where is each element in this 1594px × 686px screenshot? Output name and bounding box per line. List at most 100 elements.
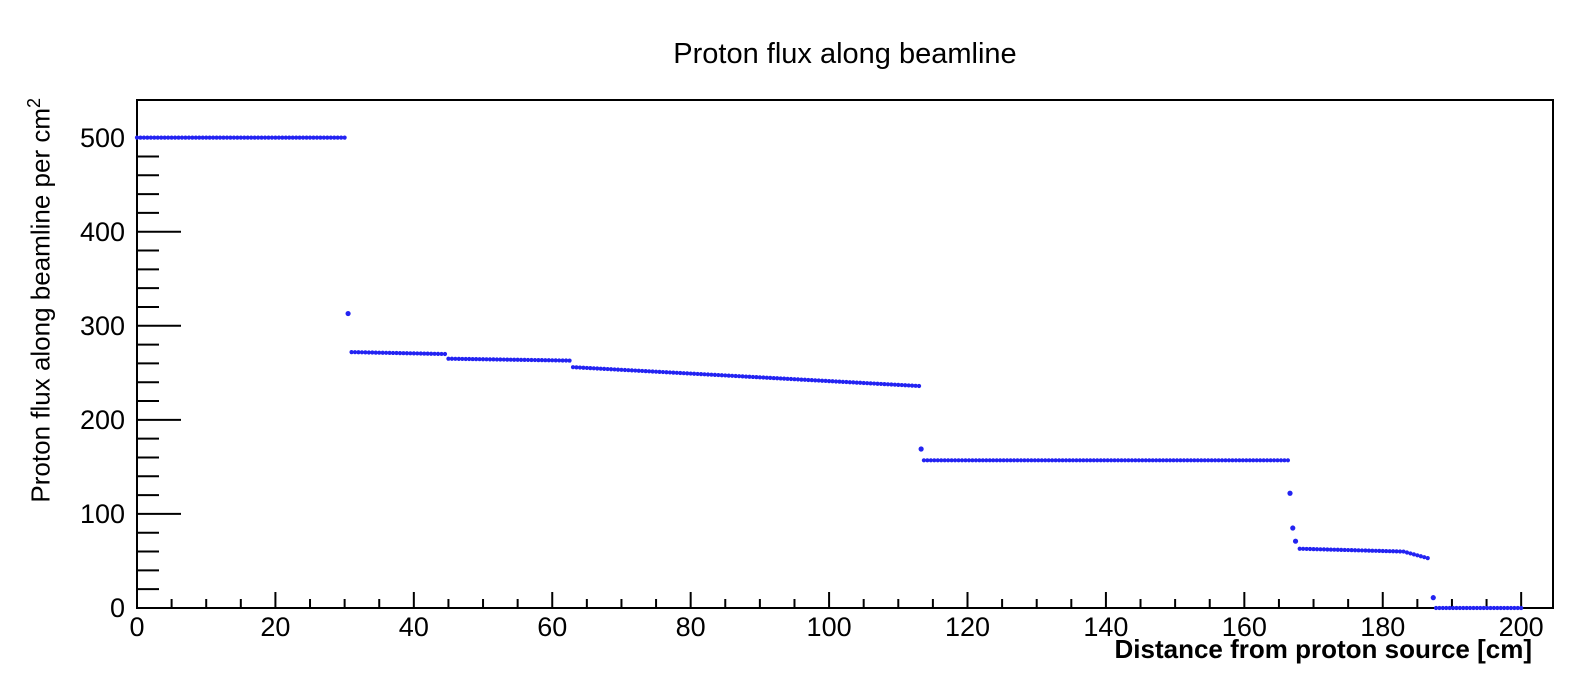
- data-point: [1195, 458, 1200, 463]
- data-point: [290, 135, 295, 140]
- data-point: [453, 356, 458, 361]
- data-point: [1485, 605, 1490, 611]
- data-point: [377, 350, 382, 355]
- data-point: [1461, 605, 1466, 611]
- data-point: [1325, 547, 1330, 552]
- data-point: [172, 135, 178, 140]
- data-point: [1318, 547, 1323, 552]
- data-point: [688, 371, 693, 376]
- data-point: [657, 369, 662, 374]
- data-point: [1387, 549, 1392, 554]
- data-point: [577, 365, 583, 370]
- data-point: [370, 350, 375, 355]
- data-point: [480, 357, 486, 362]
- data-point: [1074, 458, 1079, 463]
- data-point: [1352, 548, 1358, 553]
- data-point: [781, 376, 787, 381]
- x-tick-label: 180: [1360, 612, 1406, 642]
- data-point: [1036, 458, 1041, 463]
- data-point: [640, 368, 645, 374]
- data-point: [946, 458, 951, 463]
- data-point: [1219, 458, 1225, 463]
- y-axis-title: Proton flux along beamline per cm2: [24, 98, 57, 503]
- data-point: [1209, 458, 1214, 463]
- data-point: [1230, 458, 1235, 463]
- data-point: [266, 135, 271, 140]
- data-point: [1384, 548, 1389, 554]
- data-point: [928, 458, 933, 463]
- data-point: [1057, 458, 1062, 463]
- data-point: [169, 135, 174, 140]
- data-point: [1467, 605, 1473, 611]
- data-point: [477, 357, 482, 362]
- data-point: [211, 135, 216, 140]
- data-point: [1515, 605, 1520, 611]
- data-point: [491, 357, 496, 362]
- data-point: [1147, 458, 1152, 463]
- data-point: [1119, 458, 1124, 463]
- data-point: [612, 367, 617, 372]
- data-point: [622, 367, 628, 373]
- data-point: [280, 135, 285, 140]
- data-point: [871, 381, 877, 386]
- x-tick-label: 40: [398, 612, 429, 642]
- data-point: [788, 376, 794, 382]
- data-point: [1481, 605, 1486, 611]
- data-point: [823, 378, 828, 384]
- data-point: [529, 357, 534, 363]
- data-point: [1464, 605, 1469, 611]
- data-point: [1450, 605, 1456, 611]
- data-point: [256, 135, 261, 140]
- data-point: [1185, 458, 1190, 463]
- data-point: [1430, 595, 1436, 601]
- data-point: [667, 370, 673, 375]
- data-point: [415, 351, 420, 356]
- data-point: [515, 357, 520, 362]
- data-point: [363, 350, 368, 355]
- data-point: [1301, 546, 1306, 551]
- data-point: [1408, 551, 1413, 556]
- data-point: [404, 351, 410, 356]
- data-point: [977, 458, 982, 463]
- data-point: [716, 372, 721, 378]
- data-point: [408, 351, 413, 356]
- data-point: [973, 458, 979, 463]
- data-point: [726, 373, 731, 378]
- data-point: [1001, 458, 1006, 463]
- data-point: [643, 369, 648, 374]
- data-point: [1370, 548, 1375, 553]
- data-point: [861, 380, 866, 386]
- x-tick-label: 120: [944, 612, 991, 642]
- data-point: [553, 358, 558, 363]
- data-point: [1349, 548, 1354, 553]
- data-point: [1498, 605, 1503, 611]
- data-point: [653, 369, 659, 374]
- data-point: [159, 135, 164, 140]
- data-point: [991, 458, 996, 463]
- data-point: [418, 351, 423, 356]
- data-point: [238, 135, 243, 140]
- data-point: [1178, 458, 1183, 463]
- data-point: [1311, 547, 1316, 552]
- data-point: [1512, 605, 1517, 611]
- data-point: [1265, 458, 1270, 463]
- data-point: [304, 135, 309, 140]
- data-point: [394, 350, 399, 356]
- data-point: [411, 351, 416, 356]
- data-point: [1122, 458, 1128, 463]
- data-point: [349, 350, 354, 355]
- data-point: [231, 135, 236, 140]
- data-point: [844, 379, 849, 385]
- data-point: [602, 366, 607, 371]
- data-point: [987, 458, 992, 463]
- data-point: [200, 135, 205, 140]
- data-point: [1216, 458, 1221, 463]
- data-point: [276, 135, 281, 140]
- data-point: [1102, 458, 1107, 463]
- data-point: [820, 378, 825, 383]
- data-point: [1282, 458, 1287, 463]
- data-point: [214, 135, 219, 140]
- data-point: [1164, 458, 1169, 463]
- x-tick-label: 100: [806, 612, 852, 642]
